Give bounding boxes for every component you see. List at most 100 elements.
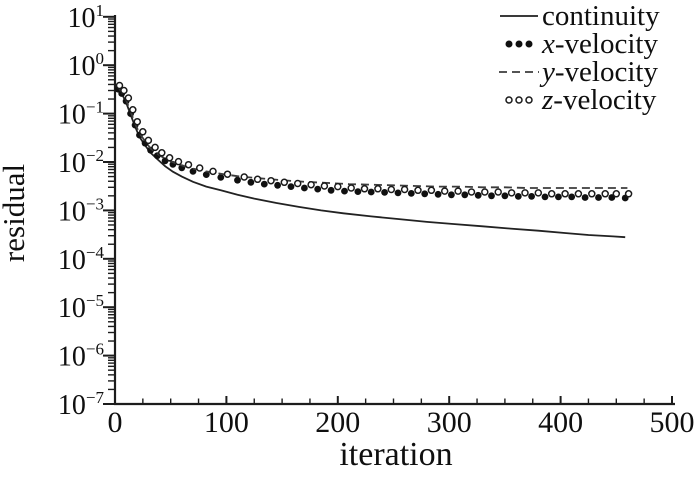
data-point-dot — [301, 184, 308, 192]
data-point-dot — [341, 187, 348, 195]
data-point-dot — [555, 193, 562, 201]
data-point-circle — [120, 86, 128, 95]
dashed-line-symbol — [495, 65, 542, 79]
data-point-circle — [144, 136, 153, 145]
data-point-dot — [217, 174, 225, 181]
data-point-circle — [320, 182, 329, 190]
data-point-circle — [124, 94, 133, 102]
data-point-circle — [307, 180, 315, 189]
data-point-circle — [184, 160, 193, 169]
data-point-circle — [494, 188, 502, 196]
y-tick-label: 10−1 — [58, 98, 104, 131]
legend-label-text: continuity — [542, 0, 660, 32]
data-point-dot — [260, 180, 268, 188]
data-point-dot — [541, 193, 549, 201]
data-point-circle — [133, 117, 142, 126]
x-tick-label: 0 — [108, 406, 123, 439]
x-tick-label: 100 — [204, 406, 249, 439]
data-point-circle — [467, 188, 476, 196]
data-point-circle — [387, 185, 396, 194]
y-tick-label: 101 — [68, 1, 105, 34]
data-point-dot — [247, 178, 255, 186]
data-point-circle — [129, 106, 137, 114]
data-point-circle — [507, 189, 516, 197]
data-point-dot — [234, 176, 241, 184]
data-point-circle — [174, 157, 183, 166]
data-point-dot — [514, 193, 522, 200]
y-tick-label: 10−7 — [58, 388, 105, 421]
data-point-circle — [414, 186, 422, 195]
data-point-circle — [209, 167, 217, 176]
data-point-circle — [293, 179, 302, 188]
data-point-circle — [195, 164, 204, 172]
data-point-dot — [501, 192, 509, 200]
data-point-circle — [521, 189, 529, 197]
data-point-dot — [327, 186, 335, 194]
data-point-circle — [574, 190, 583, 198]
data-point-dot — [202, 171, 210, 179]
data-point-dot — [407, 190, 415, 197]
data-point-circle — [374, 185, 382, 193]
y-tick-label: 100 — [68, 49, 105, 82]
legend-var-letter: z — [542, 84, 554, 116]
data-point-circle — [440, 187, 449, 195]
data-point-dot — [394, 189, 402, 197]
data-point-dot — [595, 194, 602, 201]
data-point-dot — [461, 191, 469, 199]
data-point-circle — [534, 189, 543, 197]
data-point-circle — [253, 175, 262, 184]
x-axis-title: iteration — [339, 436, 452, 473]
data-point-dot — [488, 192, 495, 200]
data-point-circle — [165, 154, 174, 162]
data-point-circle — [347, 184, 355, 192]
legend-label-text: -velocity — [553, 84, 657, 116]
solid-line-symbol — [495, 9, 542, 23]
x-tick-label: 500 — [650, 406, 695, 439]
y-axis-title: residual — [0, 164, 31, 262]
legend-item-z-velocity: z-velocity — [495, 84, 660, 116]
data-point-dot — [581, 194, 589, 201]
data-point-circle — [334, 182, 342, 191]
legend-var-letter: y — [542, 56, 555, 88]
data-point-circle — [158, 149, 166, 157]
data-point-dot — [474, 191, 482, 199]
data-point-circle — [240, 173, 248, 181]
data-point-dot — [314, 185, 322, 193]
legend-label-text: -velocity — [554, 28, 658, 60]
series-x-velocity — [114, 85, 629, 202]
data-point-circle — [612, 190, 621, 198]
x-tick-label: 200 — [315, 406, 360, 439]
y-tick-label: 10−6 — [58, 340, 104, 373]
data-point-dot — [287, 183, 295, 191]
data-point-circle — [547, 190, 556, 198]
data-point-circle — [400, 185, 409, 194]
data-point-dot — [354, 188, 362, 196]
data-point-dot — [381, 189, 388, 196]
legend-var-letter: x — [542, 28, 555, 60]
data-point-dot — [448, 191, 455, 199]
legend-label-z-velocity: z-velocity — [542, 84, 657, 116]
data-point-circle — [223, 170, 232, 178]
x-tick-label: 400 — [538, 406, 583, 439]
series-z-velocity — [115, 81, 633, 198]
legend-label-continuity: continuity — [542, 0, 660, 32]
legend-label-text: -velocity — [554, 56, 658, 88]
data-point-circle — [360, 185, 369, 193]
legend-item-y-velocity: y-velocity — [495, 56, 660, 88]
legend: continuity x-velocity y-velocity — [495, 0, 660, 116]
data-point-circle — [151, 143, 159, 152]
data-point-circle — [601, 190, 609, 198]
data-point-circle — [624, 190, 633, 198]
data-point-dot — [434, 190, 442, 198]
y-tick-label: 10−5 — [58, 291, 104, 324]
y-tick-label: 10−2 — [58, 146, 104, 179]
data-point-circle — [115, 81, 124, 90]
data-point-dot — [421, 190, 429, 198]
data-point-dot — [568, 193, 576, 201]
y-tick-label: 10−4 — [58, 243, 105, 276]
legend-label-y-velocity: y-velocity — [542, 56, 658, 88]
data-point-circle — [427, 186, 436, 195]
data-point-circle — [588, 190, 596, 198]
